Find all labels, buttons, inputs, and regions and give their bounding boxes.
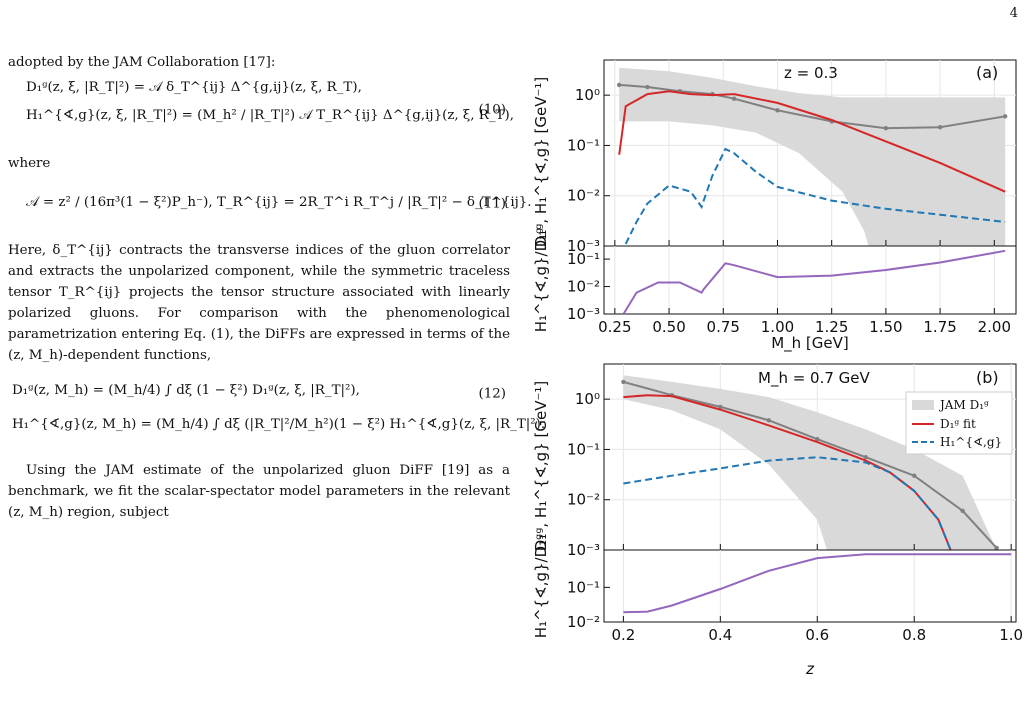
jam-point (775, 108, 780, 113)
panel-b-label: (b) (976, 368, 999, 387)
eq10-number: (10) (478, 102, 507, 118)
eq12-number: (12) (478, 386, 507, 402)
series-ratio-line (622, 249, 1006, 315)
jam-point (960, 508, 965, 514)
where-text: where (8, 156, 51, 171)
panel-b-ratio-ylabel: H₁^{∢,g}/D₁ᵍ (532, 534, 550, 639)
panel-b-annotation: M_h = 0.7 GeV (758, 369, 871, 388)
jam-point (815, 436, 820, 442)
jam-point (718, 404, 723, 410)
figure: z = 0.3 (a) 10⁰ 10⁻¹ 10⁻² 10⁻³ D₁ᵍ, H₁^{∢,g… (522, 52, 1022, 692)
series-jam-line (619, 83, 1006, 130)
jam-point (1002, 114, 1008, 119)
ratio-y-tick-label: 10⁻³ (567, 305, 600, 323)
x-tick-label: 0.2 (611, 626, 635, 644)
series-fit-line (618, 90, 1006, 193)
ratio-y-tick-label: 10⁻² (567, 278, 600, 296)
text-column: adopted by the JAM Collaboration [17]: D… (8, 52, 545, 523)
panel-b: M_h = 0.7 GeV (b) 10⁰ 10⁻¹ 10⁻² 10⁻³ D₁ᵍ, H… (532, 363, 1017, 559)
page-number: 4 (1009, 6, 1018, 21)
panel-a-ratio-frame (603, 245, 1017, 315)
eq10-line1: D₁ᵍ(z, ξ, |R_T|²) = 𝒜 δ_T^{ij} Δ^{g,ij}(… (26, 80, 362, 95)
x-tick-label: 0.75 (707, 318, 740, 336)
jam-uncertainty-band (619, 67, 1006, 246)
ratio-y-tick-label: 10⁻¹ (567, 578, 600, 596)
panel-b-xlabel: z (805, 660, 815, 678)
y-tick-label: 10⁻² (567, 491, 600, 509)
eq10-line2: H₁^{∢,g}(z, ξ, |R_T|²) = (M_h² / |R_T|²)… (26, 108, 514, 123)
panel-a-annotation: z = 0.3 (784, 64, 838, 82)
jam-point (645, 84, 650, 90)
x-tick-label: 1.25 (815, 318, 848, 336)
legend-label-h1: H₁^{∢,g} (940, 435, 1002, 449)
x-tick-label: 2.00 (978, 318, 1011, 336)
x-tick-label: 0.4 (708, 626, 732, 644)
x-tick-label: 0.25 (598, 318, 631, 336)
series-h1-line (623, 456, 952, 551)
y-tick-label: 10⁻² (567, 187, 600, 205)
y-tick-label: 10⁻³ (567, 237, 600, 255)
jam-point (766, 418, 771, 423)
eq12-line1: D₁ᵍ(z, M_h) = (M_h/4) ∫ dξ (1 − ξ²) D₁ᵍ(… (12, 383, 360, 398)
panel-b-ylabel: D₁ᵍ, H₁^{∢,g} [GeV⁻¹] (532, 381, 550, 552)
jam-uncertainty-band (623, 375, 1012, 550)
paragraph-2: Using the JAM estimate of the unpolarize… (8, 463, 510, 520)
legend-label-fit: D₁ᵍ fit (940, 417, 976, 431)
equation-10: D₁ᵍ(z, ξ, |R_T|²) = 𝒜 δ_T^{ij} Δ^{g,ij}(… (8, 77, 514, 143)
legend-box (905, 391, 1013, 455)
eq12-line2: H₁^{∢,g}(z, M_h) = (M_h/4) ∫ dξ (|R_T|²/… (12, 417, 546, 432)
x-tick-label: 1.75 (923, 318, 956, 336)
x-tick-label: 0.50 (652, 318, 685, 336)
y-tick-label: 10⁰ (575, 86, 600, 104)
panel-b-ratio: 10⁻¹ 10⁻² 0.2 0.4 0.6 0.8 1.0 H₁^{∢,g}/D₁ᵍ z (532, 534, 1022, 678)
panel-a-xlabel: M_h [GeV] (771, 334, 849, 353)
jam-point (937, 125, 943, 130)
panel-a-ratio-ylabel: H₁^{∢,g}/D₁ᵍ (532, 228, 550, 333)
legend-swatch-jam (912, 400, 934, 410)
figure-svg: z = 0.3 (a) 10⁰ 10⁻¹ 10⁻² 10⁻³ D₁ᵍ, H₁^{∢,g… (532, 59, 1022, 678)
paragraph-1: Here, δ_T^{ij} contracts the transverse … (8, 243, 510, 363)
panel-b-ratio-frame (603, 549, 1017, 623)
legend: JAM D₁ᵍ D₁ᵍ fit H₁^{∢,g} (905, 391, 1013, 455)
eq11-body: 𝒜 = z² / (16π³(1 − ξ²)P_h⁻), T_R^{ij} = … (26, 195, 532, 210)
x-tick-label: 0.8 (902, 626, 926, 644)
jam-point (912, 473, 917, 478)
ratio-y-tick-label: 10⁻¹ (567, 250, 600, 268)
y-tick-label: 10⁻¹ (567, 136, 600, 154)
panel-a: z = 0.3 (a) 10⁰ 10⁻¹ 10⁻² 10⁻³ D₁ᵍ, H₁^{∢,g… (532, 59, 1017, 255)
equation-11: 𝒜 = z² / (16π³(1 − ξ²)P_h⁻), T_R^{ij} = … (8, 178, 532, 230)
jam-point (621, 379, 626, 385)
eq11-number: (11) (478, 196, 507, 212)
equation-12: D₁ᵍ(z, M_h) = (M_h/4) ∫ dξ (1 − ξ²) D₁ᵍ(… (8, 380, 545, 450)
jam-point (863, 455, 868, 460)
series-ratio-line (623, 553, 1012, 614)
x-tick-label: 1.00 (761, 318, 794, 336)
panel-a-ratio: 10⁻¹ 10⁻² 10⁻³ 0.25 0.50 0.75 1.00 1.25 1.50 1.7… (532, 228, 1017, 353)
jam-point (994, 545, 999, 551)
legend-label-jam: JAM D₁ᵍ (938, 398, 989, 412)
y-tick-label: 10⁰ (575, 390, 600, 408)
y-tick-label: 10⁻³ (567, 541, 600, 559)
series-h1-line (624, 147, 1006, 245)
panel-a-ylabel: D₁ᵍ, H₁^{∢,g} [GeV⁻¹] (532, 77, 550, 248)
y-tick-label: 10⁻¹ (567, 440, 600, 458)
x-tick-label: 0.6 (805, 626, 829, 644)
x-tick-label: 1.50 (869, 318, 902, 336)
jam-point (731, 96, 737, 101)
x-tick-label: 1.0 (999, 626, 1022, 644)
panel-a-label: (a) (976, 63, 998, 82)
ratio-y-tick-label: 10⁻² (567, 613, 600, 631)
intro-text: adopted by the JAM Collaboration [17]: (8, 55, 276, 70)
jam-point (616, 82, 622, 88)
jam-point (883, 126, 889, 131)
